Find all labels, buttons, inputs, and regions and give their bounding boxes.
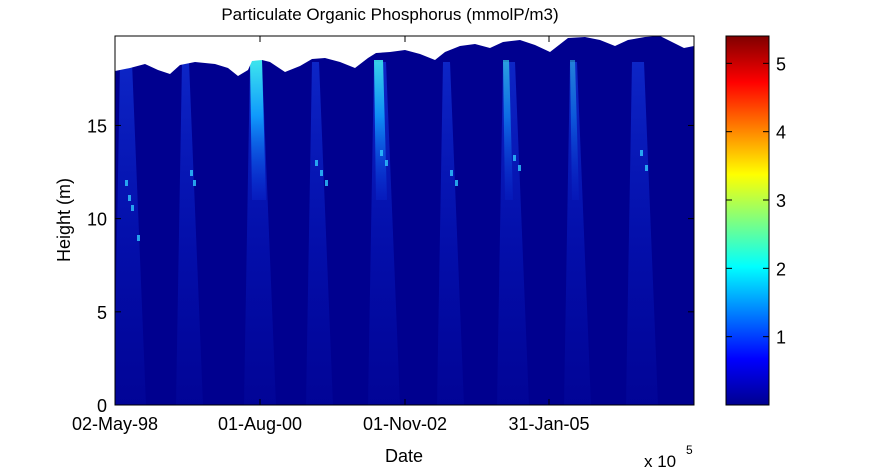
y-tick-label: 10: [87, 210, 107, 230]
plume-peak: [503, 60, 513, 200]
y-tick-label: 5: [97, 303, 107, 323]
plume-streak: [437, 62, 464, 405]
speckle: [125, 180, 128, 186]
colorbar-tick-label: 5: [776, 54, 786, 74]
heatmap-plumes: [115, 60, 658, 405]
y-axis-ticks: 0 5 10 15: [87, 116, 694, 416]
x-tick-label: 01-Nov-02: [363, 414, 447, 434]
plume-streak: [626, 62, 658, 405]
colorbar-tick-label: 3: [776, 191, 786, 211]
x-tick-label: 01-Aug-00: [218, 414, 302, 434]
water-surface-mask: [115, 36, 694, 76]
speckle: [315, 160, 318, 166]
speckle: [380, 150, 383, 156]
speckle: [131, 205, 134, 211]
speckle: [320, 170, 323, 176]
x-tick-label: 31-Jan-05: [508, 414, 589, 434]
plume-streak: [115, 62, 146, 405]
speckle: [137, 235, 140, 241]
x-exponent-label: x 10: [644, 452, 676, 471]
plume-streak: [564, 62, 591, 405]
heatmap-speckles: [125, 150, 648, 241]
speckle: [455, 180, 458, 186]
chart-title: Particulate Organic Phosphorus (mmolP/m3…: [221, 5, 558, 24]
speckle: [193, 180, 196, 186]
heatmap-background: [115, 36, 694, 405]
y-tick-label: 15: [87, 116, 107, 136]
plume-peak: [250, 60, 266, 200]
plume-streak: [306, 62, 333, 405]
colorbar-ticks: 1 2 3 4 5: [726, 54, 786, 348]
plume-peak: [374, 60, 387, 200]
x-axis-ticks: 02-May-98 01-Aug-00 01-Nov-02 31-Jan-05: [72, 36, 590, 434]
speckle: [128, 195, 131, 201]
y-tick-label: 0: [97, 396, 107, 416]
colorbar-tick-label: 4: [776, 123, 786, 143]
speckle: [645, 165, 648, 171]
speckle: [640, 150, 643, 156]
x-exponent-power: 5: [686, 443, 693, 457]
y-axis-label: Height (m): [54, 178, 74, 262]
speckle: [450, 170, 453, 176]
speckle: [325, 180, 328, 186]
colorbar: [725, 35, 770, 406]
plume-streak: [176, 62, 203, 405]
x-tick-label: 02-May-98: [72, 414, 158, 434]
heatmap-area: [115, 36, 694, 405]
speckle: [190, 170, 193, 176]
colorbar-tick-label: 1: [776, 328, 786, 348]
colorbar-tick-label: 2: [776, 259, 786, 279]
speckle: [518, 165, 521, 171]
x-axis-label: Date: [385, 446, 423, 466]
speckle: [513, 155, 516, 161]
speckle: [385, 160, 388, 166]
plume-peak: [570, 60, 579, 200]
